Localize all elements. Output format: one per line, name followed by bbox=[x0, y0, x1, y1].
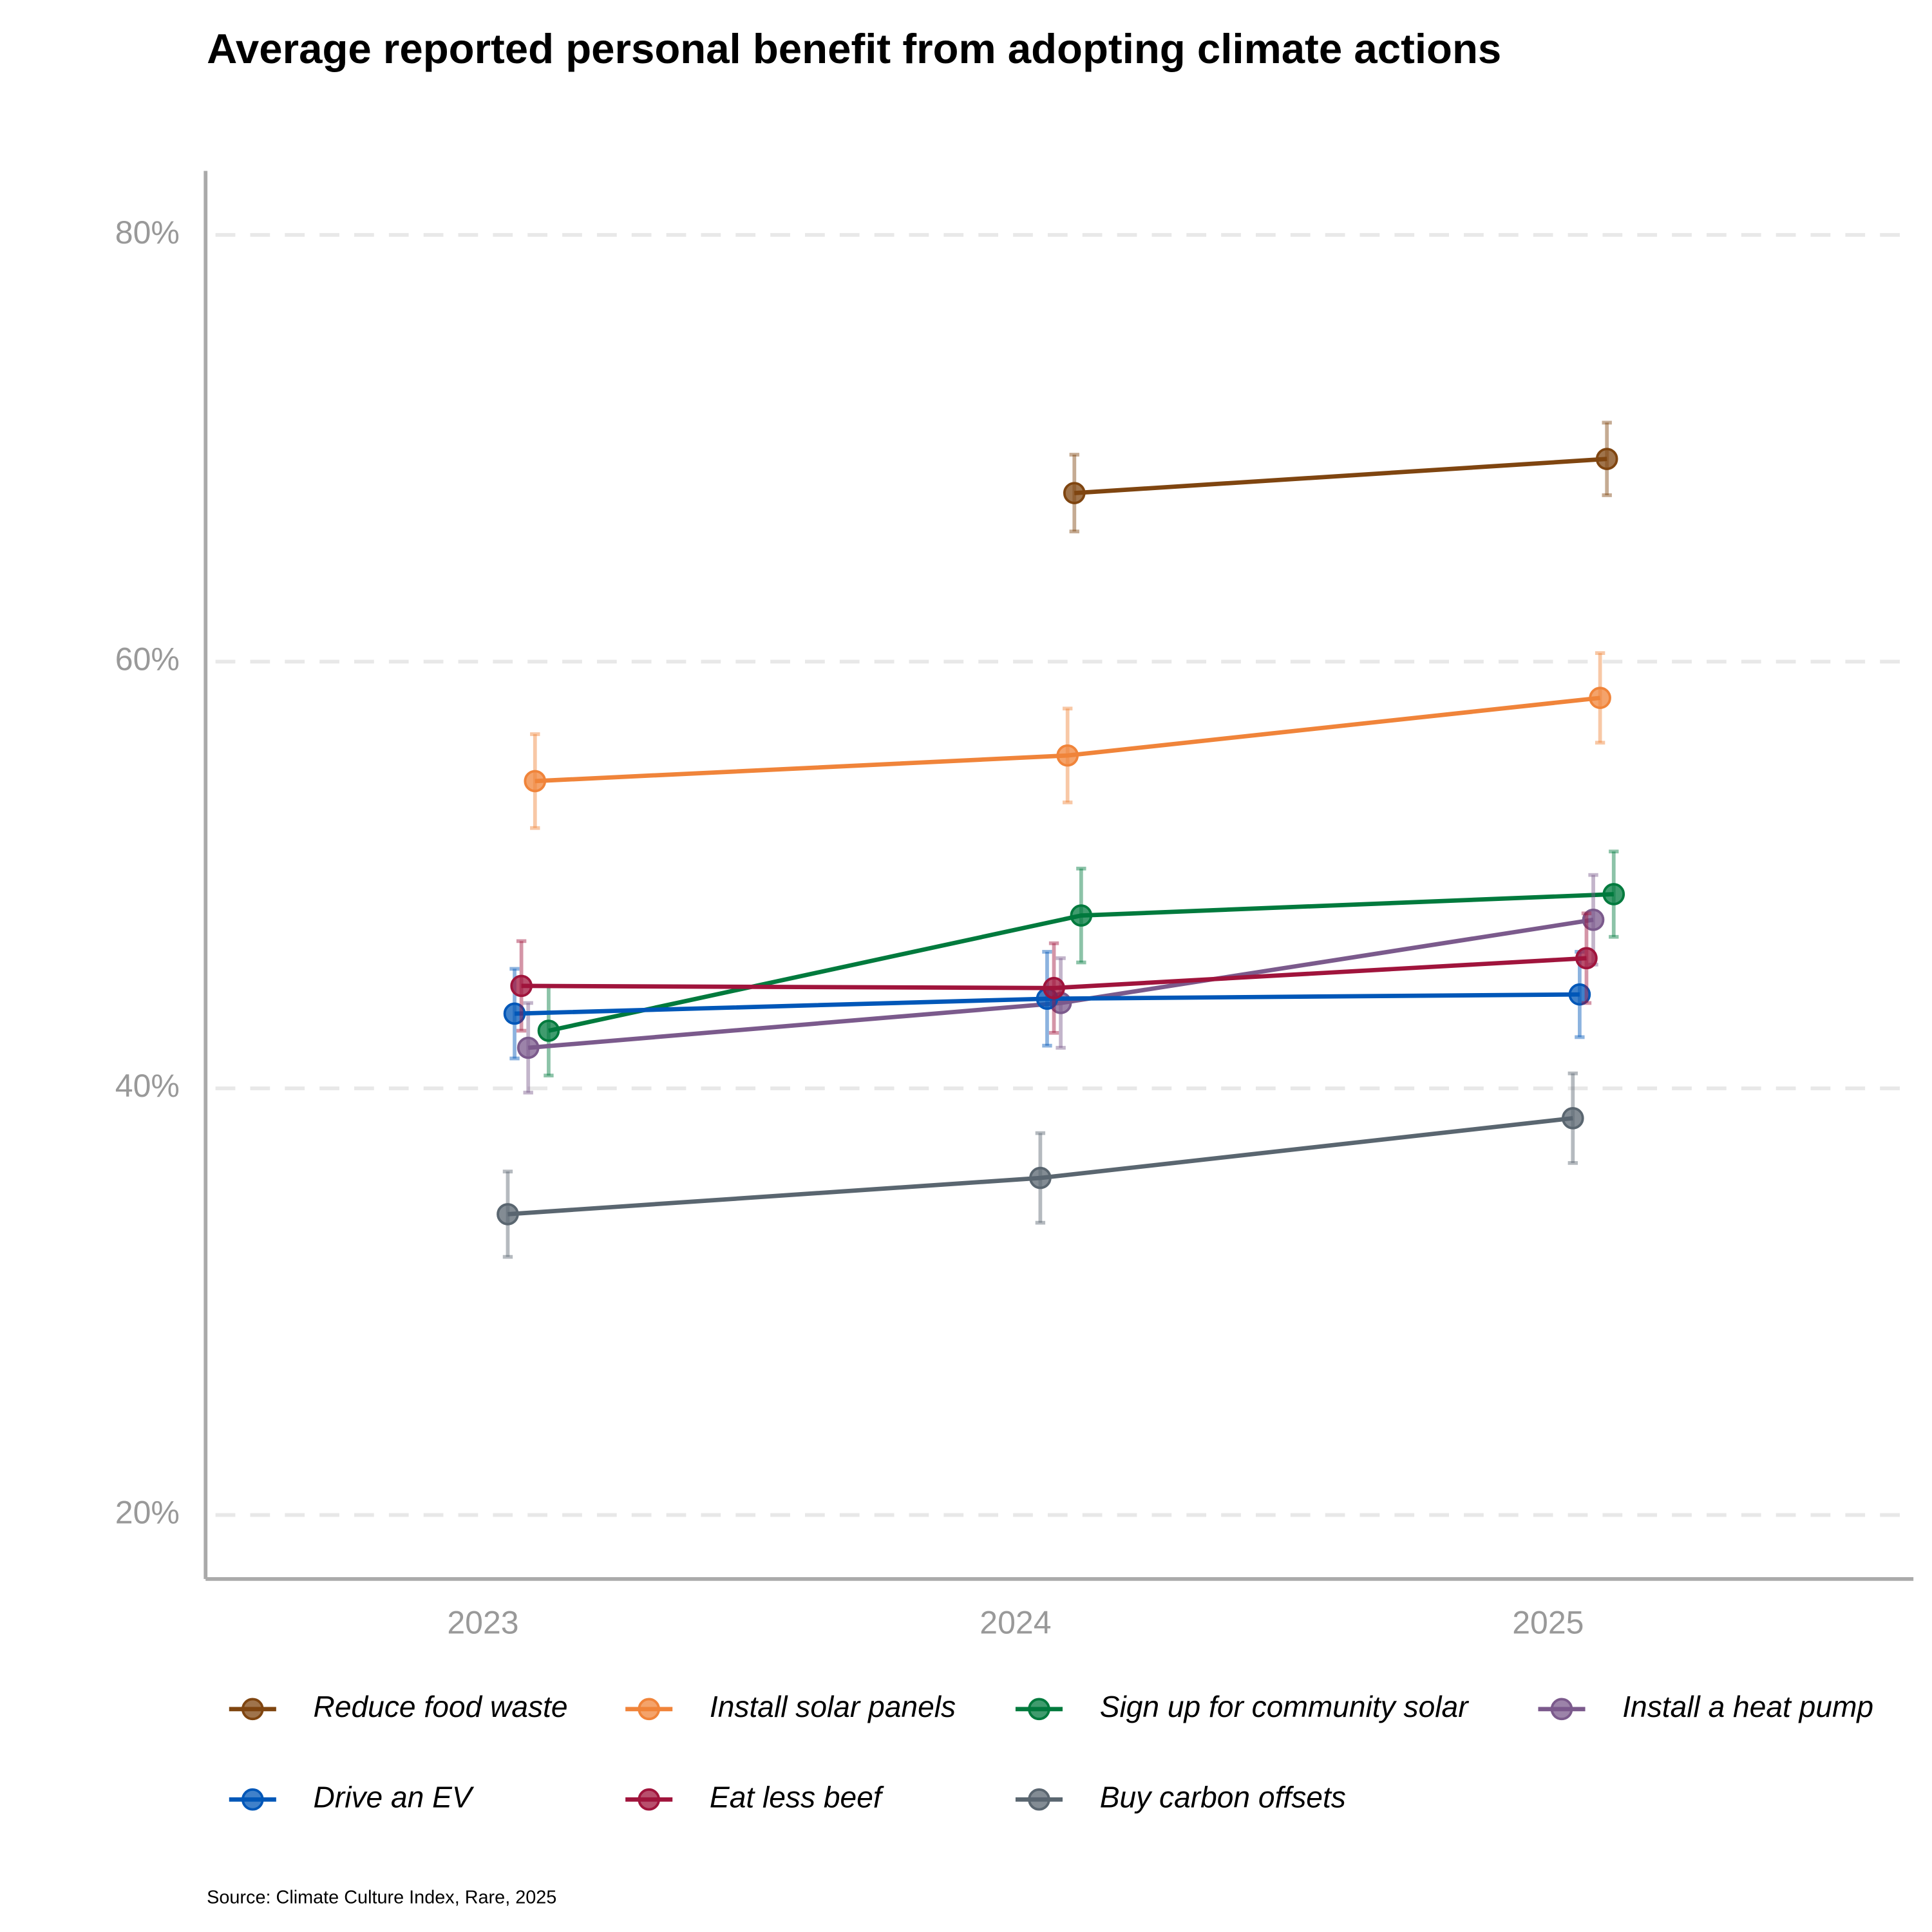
data-point bbox=[1063, 482, 1086, 504]
series bbox=[524, 651, 1611, 830]
legend-entry: Reduce food waste bbox=[229, 1690, 568, 1723]
y-tick-label: 60% bbox=[115, 641, 180, 677]
data-point bbox=[1029, 1166, 1052, 1189]
series bbox=[537, 849, 1625, 1077]
data-point bbox=[1562, 1107, 1584, 1130]
legend-swatch-point bbox=[1550, 1698, 1573, 1721]
legend-entry: Drive an EV bbox=[229, 1780, 475, 1814]
legend-entry: Install solar panels bbox=[625, 1690, 956, 1723]
legend-swatch-point bbox=[242, 1698, 264, 1721]
series bbox=[510, 911, 1598, 1035]
legend-label: Eat less beef bbox=[710, 1780, 884, 1814]
legend-label: Drive an EV bbox=[314, 1780, 475, 1814]
data-point bbox=[1043, 976, 1065, 999]
x-tick-label: 2024 bbox=[980, 1604, 1051, 1640]
legend-label: Reduce food waste bbox=[314, 1690, 568, 1723]
legend-entry: Sign up for community solar bbox=[1015, 1690, 1470, 1723]
data-point bbox=[516, 1036, 540, 1059]
data-point bbox=[1589, 687, 1611, 709]
x-tick-label: 2025 bbox=[1512, 1604, 1584, 1640]
legend-swatch-point bbox=[638, 1698, 660, 1721]
data-point bbox=[1595, 448, 1618, 470]
legend-label: Buy carbon offsets bbox=[1100, 1780, 1346, 1814]
data-point bbox=[503, 1002, 526, 1025]
data-point bbox=[1070, 904, 1093, 927]
legend-entry: Eat less beef bbox=[625, 1780, 884, 1814]
data-point bbox=[1582, 908, 1605, 931]
data-point bbox=[510, 974, 533, 998]
legend-swatch-point bbox=[242, 1788, 264, 1811]
data-point bbox=[524, 770, 547, 793]
legend-label: Install a heat pump bbox=[1622, 1690, 1873, 1723]
data-point bbox=[497, 1203, 519, 1226]
series bbox=[497, 1071, 1584, 1259]
legend-swatch-point bbox=[638, 1788, 660, 1811]
legend-label: Install solar panels bbox=[710, 1690, 956, 1723]
data-point bbox=[1056, 744, 1079, 767]
legend-entry: Install a heat pump bbox=[1538, 1690, 1873, 1723]
y-tick-label: 80% bbox=[115, 214, 180, 251]
legend-label: Sign up for community solar bbox=[1100, 1690, 1470, 1723]
y-tick-label: 40% bbox=[115, 1068, 180, 1104]
data-point bbox=[1575, 947, 1598, 970]
source-note: Source: Climate Culture Index, Rare, 202… bbox=[207, 1888, 556, 1908]
data-point bbox=[1602, 883, 1625, 905]
legend-swatch-point bbox=[1028, 1788, 1050, 1811]
legend-swatch-point bbox=[1028, 1698, 1050, 1721]
chart-title: Average reported personal benefit from a… bbox=[207, 25, 1501, 72]
series-line bbox=[1074, 457, 1607, 495]
series bbox=[1063, 421, 1618, 534]
data-point bbox=[1568, 983, 1591, 1006]
series bbox=[516, 873, 1605, 1095]
y-tick-label: 20% bbox=[115, 1495, 180, 1531]
data-point bbox=[537, 1019, 560, 1042]
x-tick-label: 2023 bbox=[447, 1604, 518, 1640]
legend-entry: Buy carbon offsets bbox=[1015, 1780, 1346, 1814]
